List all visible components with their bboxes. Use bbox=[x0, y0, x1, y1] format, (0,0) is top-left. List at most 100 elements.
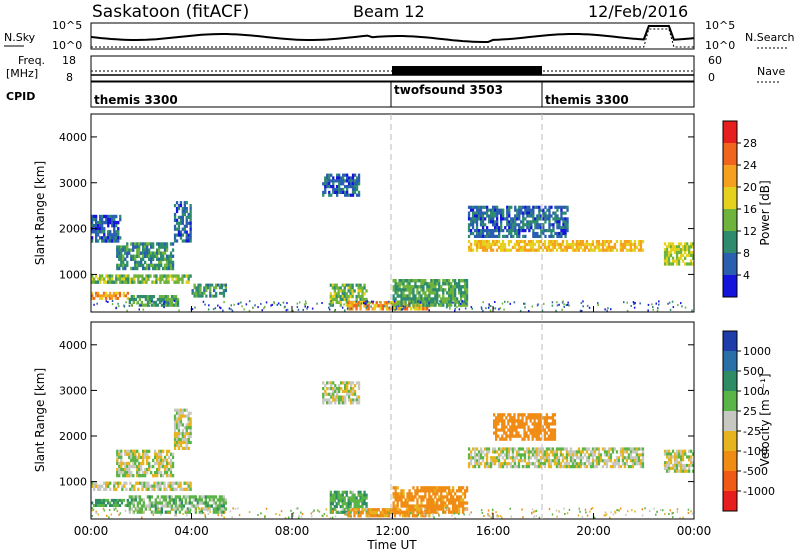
power-colorbar: 4 8 12 16 20 24 28 bbox=[722, 120, 757, 298]
velocity-region bbox=[467, 447, 645, 469]
freq-left-label-1: Freq. bbox=[18, 54, 45, 67]
colorbar-frame bbox=[722, 330, 738, 512]
freq-panel-frame bbox=[90, 55, 695, 82]
ytick-label: 2000 bbox=[59, 430, 87, 443]
colorbar-tick-label: 8 bbox=[743, 247, 750, 260]
velocity-colorbar: 1000 500 100 25 -25 -100 -500 -1000 bbox=[722, 330, 775, 512]
cpid-segment-3: themis 3300 bbox=[545, 93, 629, 107]
ytick-label: 4000 bbox=[59, 339, 87, 352]
colorbar-swatch bbox=[723, 121, 737, 144]
velocity-colorbar-label: Velocity [m s⁻¹] bbox=[758, 373, 772, 466]
colorbar-tick-label: 20 bbox=[743, 181, 757, 194]
velocity-region bbox=[91, 481, 192, 491]
colorbar-swatch bbox=[723, 391, 737, 412]
colorbar-swatch bbox=[723, 491, 737, 512]
noise-tick-bottom-right: 10^0 bbox=[705, 39, 735, 52]
velocity-yticks: 1000 2000 3000 4000 bbox=[59, 339, 694, 489]
colorbar-tick-label: 12 bbox=[743, 225, 757, 238]
power-region bbox=[322, 173, 361, 197]
colorbar-tick-label: 1000 bbox=[743, 345, 771, 358]
power-region bbox=[392, 279, 469, 307]
power-region bbox=[116, 242, 175, 271]
colorbar-swatch bbox=[723, 231, 737, 254]
freq-tick-top-right: 60 bbox=[708, 54, 722, 67]
power-region bbox=[91, 291, 129, 300]
colorbar-tick-label: -25 bbox=[743, 425, 761, 438]
velocity-region bbox=[128, 495, 227, 514]
velocity-ground-scatter bbox=[91, 507, 694, 519]
colorbar-swatch bbox=[723, 209, 737, 232]
colorbar-swatch bbox=[723, 331, 737, 352]
colorbar-swatch bbox=[723, 253, 737, 276]
colorbar-tick-label: 100 bbox=[743, 385, 764, 398]
xtick-label: 00:00 bbox=[677, 524, 712, 538]
colorbar-swatch bbox=[723, 471, 737, 492]
colorbar-swatch bbox=[723, 451, 737, 472]
power-region bbox=[663, 242, 695, 266]
power-region bbox=[191, 283, 227, 298]
ytick-label: 2000 bbox=[59, 223, 87, 236]
colorbar-tick-label: 24 bbox=[743, 159, 757, 172]
cpid-panel-frame bbox=[90, 81, 695, 108]
freq-tick-bottom-right: 0 bbox=[708, 71, 715, 84]
power-region bbox=[91, 274, 192, 284]
colorbar-tick-label: -100 bbox=[743, 445, 768, 458]
velocity-region bbox=[322, 381, 361, 405]
power-region bbox=[467, 240, 645, 252]
power-region bbox=[467, 205, 569, 238]
power-region bbox=[329, 283, 368, 307]
beam-label: Beam 12 bbox=[353, 2, 425, 21]
power-yticks: 1000 2000 3000 4000 bbox=[59, 131, 694, 281]
power-ground-scatter bbox=[93, 300, 693, 312]
velocity-region bbox=[392, 486, 469, 514]
nave-label: Nave bbox=[757, 65, 785, 78]
xtick-label: 04:00 bbox=[174, 524, 209, 538]
colorbar-tick-label: 4 bbox=[743, 269, 750, 282]
colorbar-tick-label: -1000 bbox=[743, 485, 775, 498]
ytick-label: 3000 bbox=[59, 177, 87, 190]
power-data-layer bbox=[91, 173, 695, 312]
cpid-segment-2: twofsound 3503 bbox=[394, 83, 503, 97]
date-label: 12/Feb/2016 bbox=[588, 2, 688, 21]
freq-tick-bottom-left: 8 bbox=[66, 71, 73, 84]
velocity-region bbox=[91, 498, 129, 507]
xtick-label: 20:00 bbox=[576, 524, 611, 538]
colorbar-swatch bbox=[723, 187, 737, 210]
x-axis-label: Time UT bbox=[366, 538, 417, 552]
power-region bbox=[128, 295, 180, 307]
ytick-label: 1000 bbox=[59, 476, 87, 489]
colorbar-swatch bbox=[723, 371, 737, 392]
power-colorbar-label: Power [dB] bbox=[758, 180, 772, 245]
colorbar-swatch bbox=[723, 143, 737, 166]
velocity-region bbox=[663, 449, 695, 473]
noise-search-line bbox=[91, 28, 694, 48]
x-ticks: 00:00 04:00 08:00 12:00 16:00 20:00 00:00 bbox=[74, 306, 712, 538]
noise-sky-line bbox=[90, 25, 695, 43]
colorbar-swatch bbox=[723, 351, 737, 372]
power-ylabel: Slant Range [km] bbox=[33, 161, 47, 265]
xtick-label: 12:00 bbox=[375, 524, 410, 538]
twofsound-freq-block bbox=[392, 66, 542, 75]
xtick-label: 00:00 bbox=[74, 524, 109, 538]
colorbar-swatch bbox=[723, 275, 737, 298]
xtick-label: 08:00 bbox=[275, 524, 310, 538]
station-title: Saskatoon (fitACF) bbox=[92, 2, 249, 22]
ytick-label: 1000 bbox=[59, 268, 87, 281]
noise-panel-frame bbox=[90, 22, 695, 50]
cpid-label: CPID bbox=[6, 90, 35, 103]
ytick-label: 3000 bbox=[59, 384, 87, 397]
cpid-segment-1: themis 3300 bbox=[94, 93, 178, 107]
noise-right-label: N.Search bbox=[745, 31, 795, 44]
colorbar-tick-label: -500 bbox=[743, 465, 768, 478]
noise-tick-top-right: 10^5 bbox=[705, 19, 735, 32]
velocity-region bbox=[116, 449, 175, 478]
colorbar-swatch bbox=[723, 411, 737, 432]
colorbar-tick-label: 16 bbox=[743, 203, 757, 216]
colorbar-swatch bbox=[723, 431, 737, 452]
colorbar-tick-label: 500 bbox=[743, 365, 764, 378]
ytick-label: 4000 bbox=[59, 131, 87, 144]
velocity-region bbox=[173, 408, 192, 450]
power-region bbox=[173, 201, 192, 243]
noise-tick-top-left: 10^5 bbox=[52, 19, 82, 32]
